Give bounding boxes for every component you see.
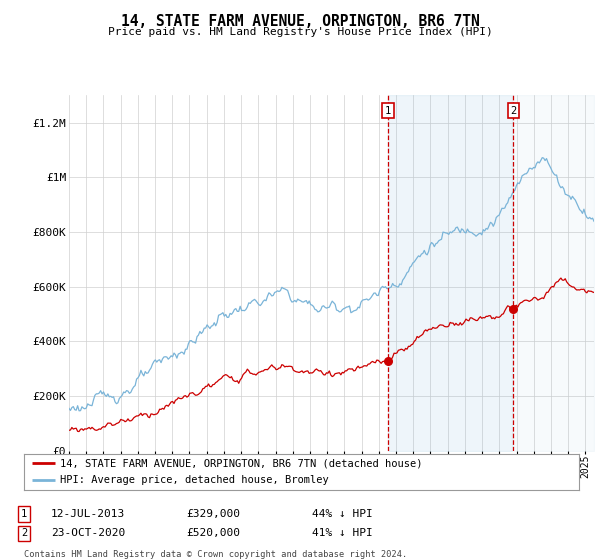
- Text: 2: 2: [21, 528, 27, 538]
- Text: 1: 1: [21, 509, 27, 519]
- Point: [383, 356, 393, 365]
- Text: £520,000: £520,000: [186, 528, 240, 538]
- Text: 14, STATE FARM AVENUE, ORPINGTON, BR6 7TN: 14, STATE FARM AVENUE, ORPINGTON, BR6 7T…: [121, 14, 479, 29]
- Text: Price paid vs. HM Land Registry's House Price Index (HPI): Price paid vs. HM Land Registry's House …: [107, 27, 493, 37]
- Text: 14, STATE FARM AVENUE, ORPINGTON, BR6 7TN (detached house): 14, STATE FARM AVENUE, ORPINGTON, BR6 7T…: [60, 459, 422, 468]
- Text: 12-JUL-2013: 12-JUL-2013: [51, 509, 125, 519]
- Text: HPI: Average price, detached house, Bromley: HPI: Average price, detached house, Brom…: [60, 475, 329, 485]
- Text: 2: 2: [510, 106, 517, 116]
- Text: 41% ↓ HPI: 41% ↓ HPI: [312, 528, 373, 538]
- Text: £329,000: £329,000: [186, 509, 240, 519]
- Text: 23-OCT-2020: 23-OCT-2020: [51, 528, 125, 538]
- Text: 44% ↓ HPI: 44% ↓ HPI: [312, 509, 373, 519]
- Text: Contains HM Land Registry data © Crown copyright and database right 2024.
This d: Contains HM Land Registry data © Crown c…: [24, 550, 407, 560]
- Point: [508, 304, 518, 313]
- Text: 1: 1: [385, 106, 391, 116]
